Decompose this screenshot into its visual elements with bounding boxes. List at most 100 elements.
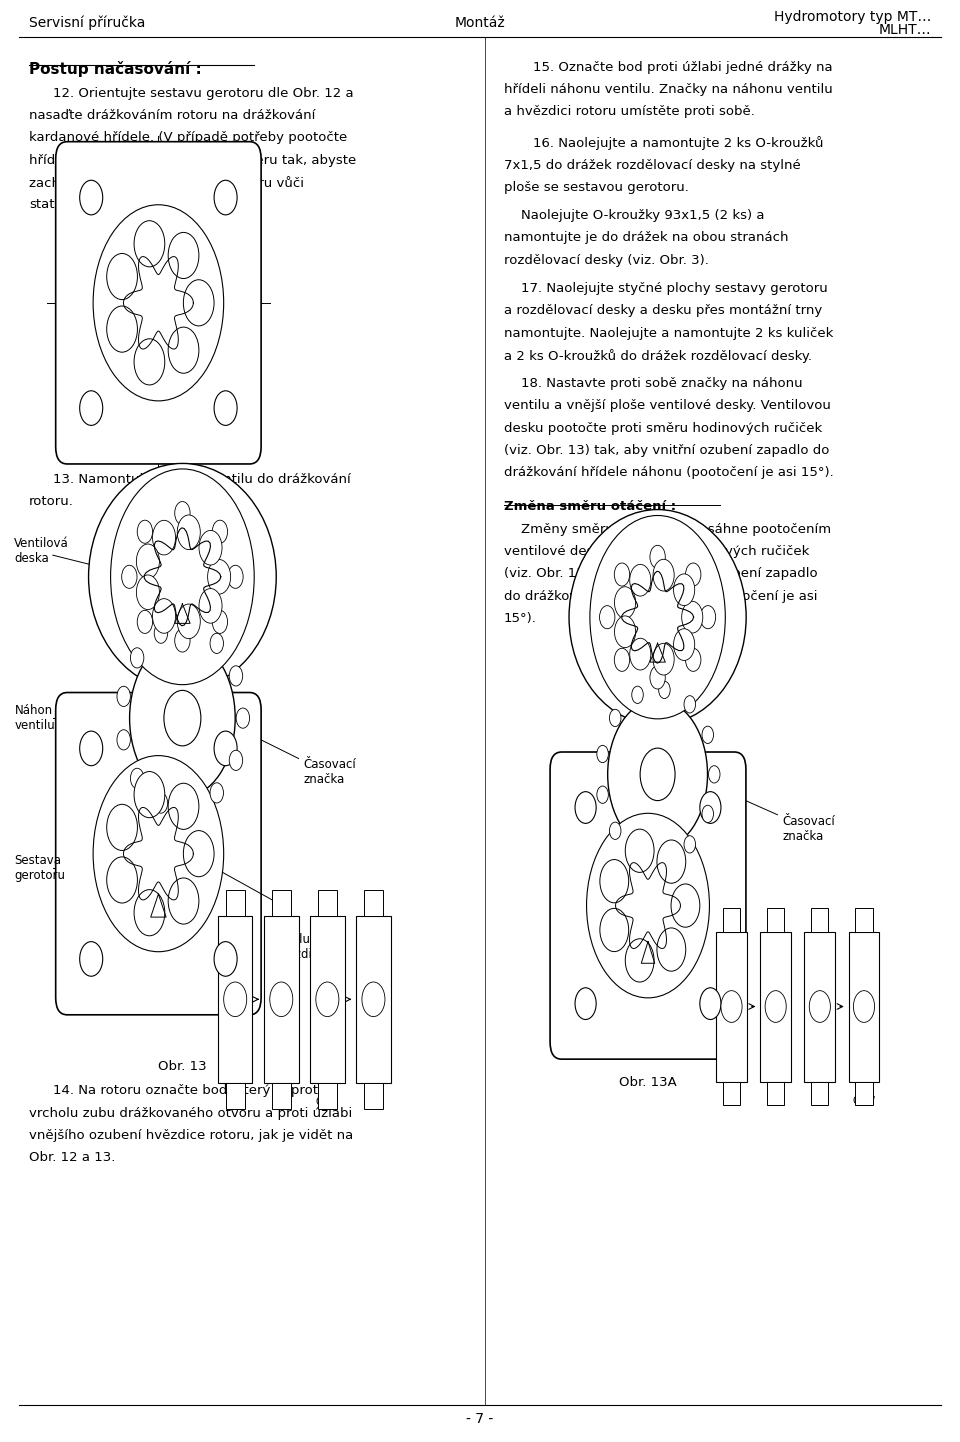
Text: Obr. 12 a 13.: Obr. 12 a 13. (29, 1151, 115, 1165)
Circle shape (682, 601, 703, 633)
Circle shape (700, 606, 715, 629)
Text: hřídeli náhonu ventilu. Značky na náhonu ventilu: hřídeli náhonu ventilu. Značky na náhonu… (504, 82, 832, 97)
Circle shape (659, 851, 670, 868)
Text: a rozdělovací desky a desku přes montážní trny: a rozdělovací desky a desku přes montážn… (504, 304, 823, 317)
Circle shape (765, 991, 786, 1022)
FancyBboxPatch shape (760, 932, 791, 1082)
Circle shape (199, 531, 222, 565)
Circle shape (630, 639, 651, 671)
Text: a hvězdici rotoru umístěte proti sobě.: a hvězdici rotoru umístěte proti sobě. (504, 105, 755, 118)
Circle shape (178, 604, 201, 639)
Circle shape (702, 805, 713, 822)
Circle shape (178, 515, 201, 549)
Text: ploše se sestavou gerotoru.: ploše se sestavou gerotoru. (504, 180, 689, 195)
Text: 15: 15 (187, 779, 198, 787)
Circle shape (107, 857, 137, 903)
Text: rotoru.: rotoru. (29, 495, 74, 509)
Circle shape (155, 793, 168, 813)
Text: B: B (324, 898, 331, 908)
Text: zachovali symetrickou polohu rotoru vůči: zachovali symetrickou polohu rotoru vůči (29, 176, 303, 190)
Circle shape (80, 180, 103, 215)
Circle shape (853, 991, 875, 1022)
Text: Obr. 13A: Obr. 13A (619, 1076, 677, 1089)
Text: 7x1,5 do drážek rozdělovací desky na stylné: 7x1,5 do drážek rozdělovací desky na sty… (504, 159, 801, 172)
Circle shape (183, 799, 197, 819)
Circle shape (610, 822, 621, 839)
FancyBboxPatch shape (723, 908, 740, 932)
Circle shape (614, 587, 636, 619)
Text: 13. Namontujte náhon ventilu do drážkování: 13. Namontujte náhon ventilu do drážková… (53, 473, 350, 486)
Text: B: B (231, 898, 239, 908)
Circle shape (183, 617, 197, 637)
Circle shape (117, 686, 131, 707)
FancyBboxPatch shape (855, 908, 873, 932)
Circle shape (134, 339, 165, 385)
Circle shape (236, 708, 250, 728)
Circle shape (653, 643, 674, 675)
Text: 15. Označte bod proti úžlabi jedné drážky na: 15. Označte bod proti úžlabi jedné drážk… (533, 61, 832, 74)
Circle shape (224, 982, 247, 1017)
Text: 14. Na rotoru označte bod, který je proti: 14. Na rotoru označte bod, který je prot… (53, 1084, 322, 1097)
Circle shape (610, 709, 621, 727)
Text: A: A (371, 898, 376, 908)
FancyBboxPatch shape (56, 692, 261, 1015)
Text: CW: CW (811, 1096, 828, 1106)
Text: Prohlubeň
hvězdice: Prohlubeň hvězdice (274, 933, 333, 960)
FancyBboxPatch shape (767, 1082, 784, 1105)
Circle shape (657, 927, 685, 970)
Circle shape (659, 681, 670, 698)
Circle shape (136, 544, 159, 578)
Text: CW: CW (365, 1097, 382, 1107)
Text: do drážkování hřídele náhonu (pootočení je asi: do drážkování hřídele náhonu (pootočení … (504, 590, 818, 603)
Circle shape (671, 884, 700, 927)
Circle shape (137, 610, 153, 633)
Circle shape (650, 545, 665, 568)
Circle shape (270, 982, 293, 1017)
Text: Časovací
značka: Časovací značka (782, 815, 835, 842)
Circle shape (155, 623, 168, 643)
Circle shape (597, 746, 609, 763)
Text: statoru.): statoru.) (29, 198, 85, 212)
FancyBboxPatch shape (804, 932, 835, 1082)
Circle shape (630, 564, 651, 596)
Text: Změna směru otáčení :: Změna směru otáčení : (504, 500, 676, 513)
Circle shape (316, 982, 339, 1017)
Circle shape (107, 306, 137, 352)
Text: 12. Orientujte sestavu gerotoru dle Obr. 12 a: 12. Orientujte sestavu gerotoru dle Obr.… (53, 87, 353, 99)
Circle shape (600, 908, 629, 952)
Circle shape (640, 748, 675, 800)
Circle shape (653, 559, 674, 591)
FancyBboxPatch shape (849, 932, 879, 1082)
Circle shape (229, 750, 243, 770)
FancyBboxPatch shape (356, 916, 391, 1083)
Text: 15°).: 15°). (504, 611, 537, 626)
Circle shape (702, 727, 713, 744)
Circle shape (587, 813, 709, 998)
Circle shape (131, 647, 144, 668)
FancyBboxPatch shape (723, 1082, 740, 1105)
Circle shape (597, 786, 609, 803)
Text: drážkování hřídele náhonu (pootočení je asi 15°).: drážkování hřídele náhonu (pootočení je … (504, 466, 833, 480)
Circle shape (136, 575, 159, 610)
Text: CCW: CCW (852, 1096, 876, 1106)
FancyBboxPatch shape (226, 1083, 245, 1109)
Text: B: B (728, 914, 735, 924)
Text: Sestava
gerotoru: Sestava gerotoru (14, 854, 65, 883)
FancyBboxPatch shape (272, 1083, 291, 1109)
Circle shape (674, 574, 695, 606)
Circle shape (175, 502, 190, 525)
Circle shape (632, 686, 643, 704)
Circle shape (207, 559, 230, 594)
Text: Servisní příručka: Servisní příručka (29, 16, 145, 30)
Circle shape (575, 988, 596, 1019)
Text: 18. Nastavte proti sobě značky na náhonu: 18. Nastavte proti sobě značky na náhonu (504, 376, 803, 391)
Text: namontujte je do drážek na obou stranách: namontujte je do drážek na obou stranách (504, 231, 788, 245)
Circle shape (153, 521, 176, 555)
Text: namontujte. Naolejujte a namontujte 2 ks kuliček: namontujte. Naolejujte a namontujte 2 ks… (504, 326, 833, 340)
Text: CCW: CCW (316, 1097, 339, 1107)
Circle shape (684, 836, 696, 854)
Circle shape (721, 991, 742, 1022)
FancyBboxPatch shape (272, 890, 291, 916)
Text: A: A (278, 898, 284, 908)
Circle shape (168, 327, 199, 373)
